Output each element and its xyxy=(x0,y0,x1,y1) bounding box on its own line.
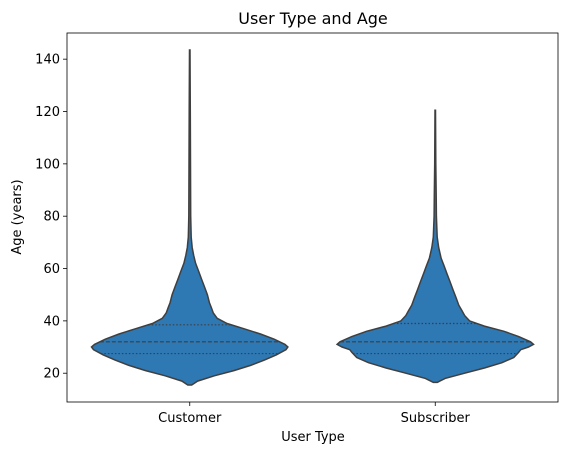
x-axis-ticks: Customer Subscriber xyxy=(158,402,471,426)
x-tick-label: Subscriber xyxy=(401,411,471,426)
violin-subscriber xyxy=(335,109,535,384)
y-tick-label: 40 xyxy=(43,314,60,329)
x-tick-label: Customer xyxy=(158,411,222,426)
y-tick-label: 100 xyxy=(35,157,60,172)
y-tick-label: 80 xyxy=(43,210,60,225)
y-tick-label: 20 xyxy=(43,367,60,382)
violin-customer xyxy=(90,49,289,386)
y-tick-label: 140 xyxy=(35,53,60,68)
y-axis-label: Age (years) xyxy=(10,179,25,254)
violin-group xyxy=(90,49,535,386)
chart-title: User Type and Age xyxy=(238,9,388,28)
y-axis-ticks: 20 40 60 80 100 120 140 xyxy=(35,53,67,382)
y-tick-label: 60 xyxy=(43,262,60,277)
x-axis-label: User Type xyxy=(281,430,345,445)
y-tick-label: 120 xyxy=(35,105,60,120)
plot-frame xyxy=(66,32,559,403)
